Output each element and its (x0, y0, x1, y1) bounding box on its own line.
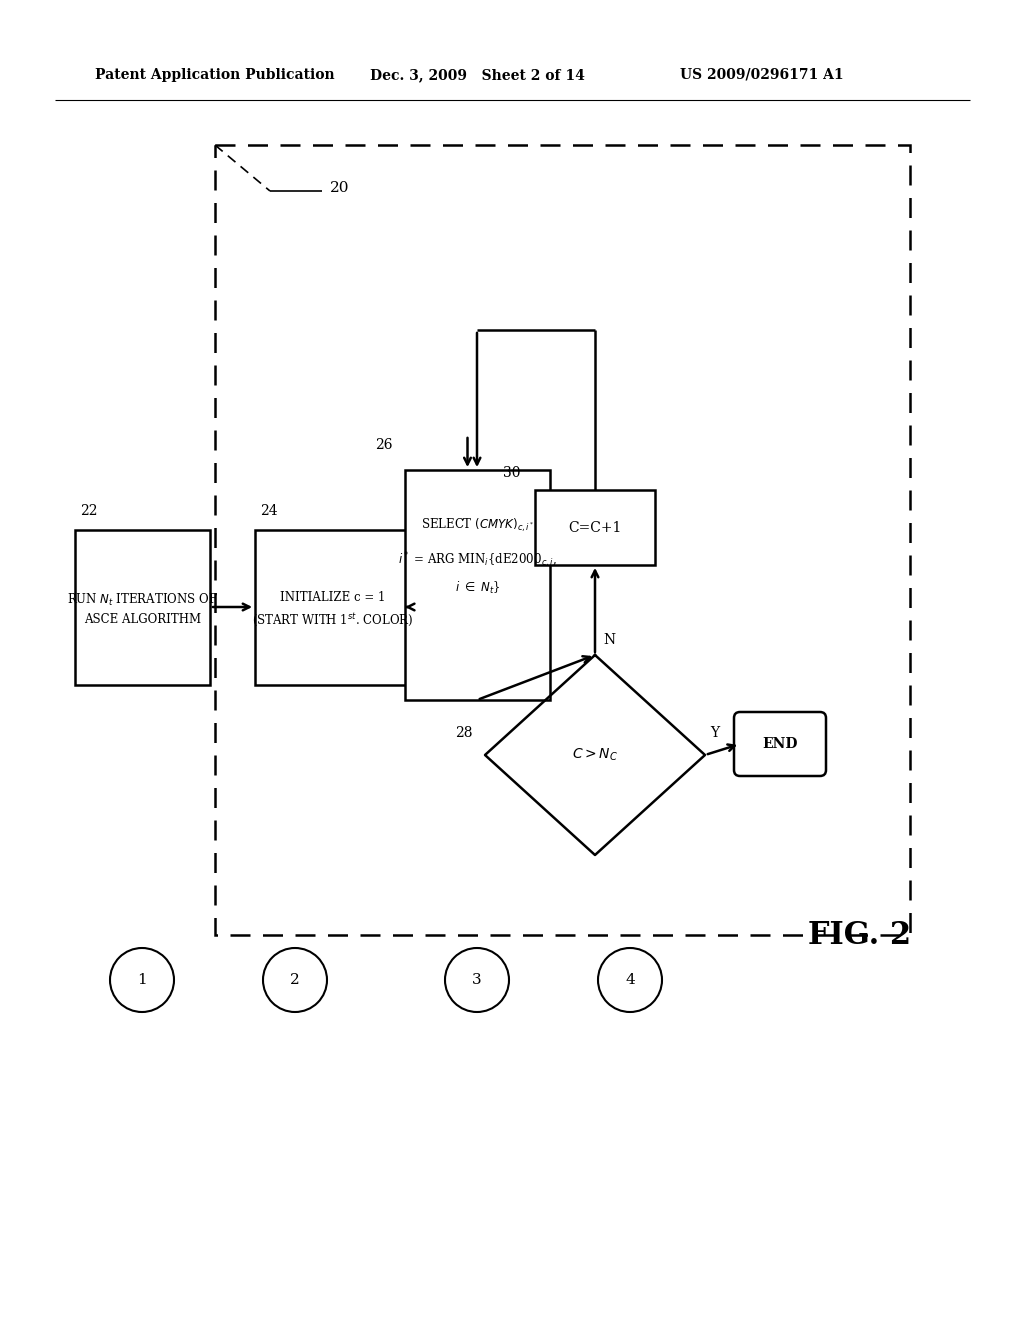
Text: RUN $N_t$ ITERATIONS OF: RUN $N_t$ ITERATIONS OF (68, 591, 218, 607)
Bar (535, 490, 655, 565)
Text: INITIALIZE c = 1: INITIALIZE c = 1 (280, 591, 385, 605)
Text: END: END (762, 737, 798, 751)
Text: N: N (603, 634, 615, 647)
Text: 26: 26 (375, 438, 392, 451)
Text: ASCE ALGORITHM: ASCE ALGORITHM (84, 612, 201, 626)
Text: US 2009/0296171 A1: US 2009/0296171 A1 (680, 69, 844, 82)
Text: 3: 3 (472, 973, 482, 987)
Text: 1: 1 (137, 973, 146, 987)
FancyBboxPatch shape (734, 711, 826, 776)
Bar (75, 531, 210, 685)
Text: 4: 4 (625, 973, 635, 987)
Text: 24: 24 (260, 504, 278, 517)
Text: Dec. 3, 2009   Sheet 2 of 14: Dec. 3, 2009 Sheet 2 of 14 (370, 69, 585, 82)
Text: Y: Y (710, 726, 719, 741)
Text: $i^*$ = ARG MIN$_i${dE2000$_{c,i}$,: $i^*$ = ARG MIN$_i${dE2000$_{c,i}$, (398, 550, 557, 570)
Text: (START WITH 1$^{st}$. COLOR): (START WITH 1$^{st}$. COLOR) (252, 611, 414, 628)
Text: SELECT $(CMYK)_{c,i^*}$: SELECT $(CMYK)_{c,i^*}$ (421, 516, 535, 533)
Text: 28: 28 (455, 726, 472, 741)
Text: 20: 20 (330, 181, 349, 195)
Text: FIG. 2: FIG. 2 (808, 920, 911, 950)
Bar (255, 531, 410, 685)
Text: Patent Application Publication: Patent Application Publication (95, 69, 335, 82)
Bar (215, 145, 910, 935)
Bar (406, 470, 550, 700)
Text: $C > N_C$: $C > N_C$ (572, 747, 617, 763)
Text: 22: 22 (80, 504, 97, 517)
Text: 30: 30 (503, 466, 520, 480)
Text: C=C+1: C=C+1 (568, 520, 622, 535)
Text: 2: 2 (290, 973, 300, 987)
Text: $i$ $\in$ $N_t$}: $i$ $\in$ $N_t$} (455, 579, 501, 597)
